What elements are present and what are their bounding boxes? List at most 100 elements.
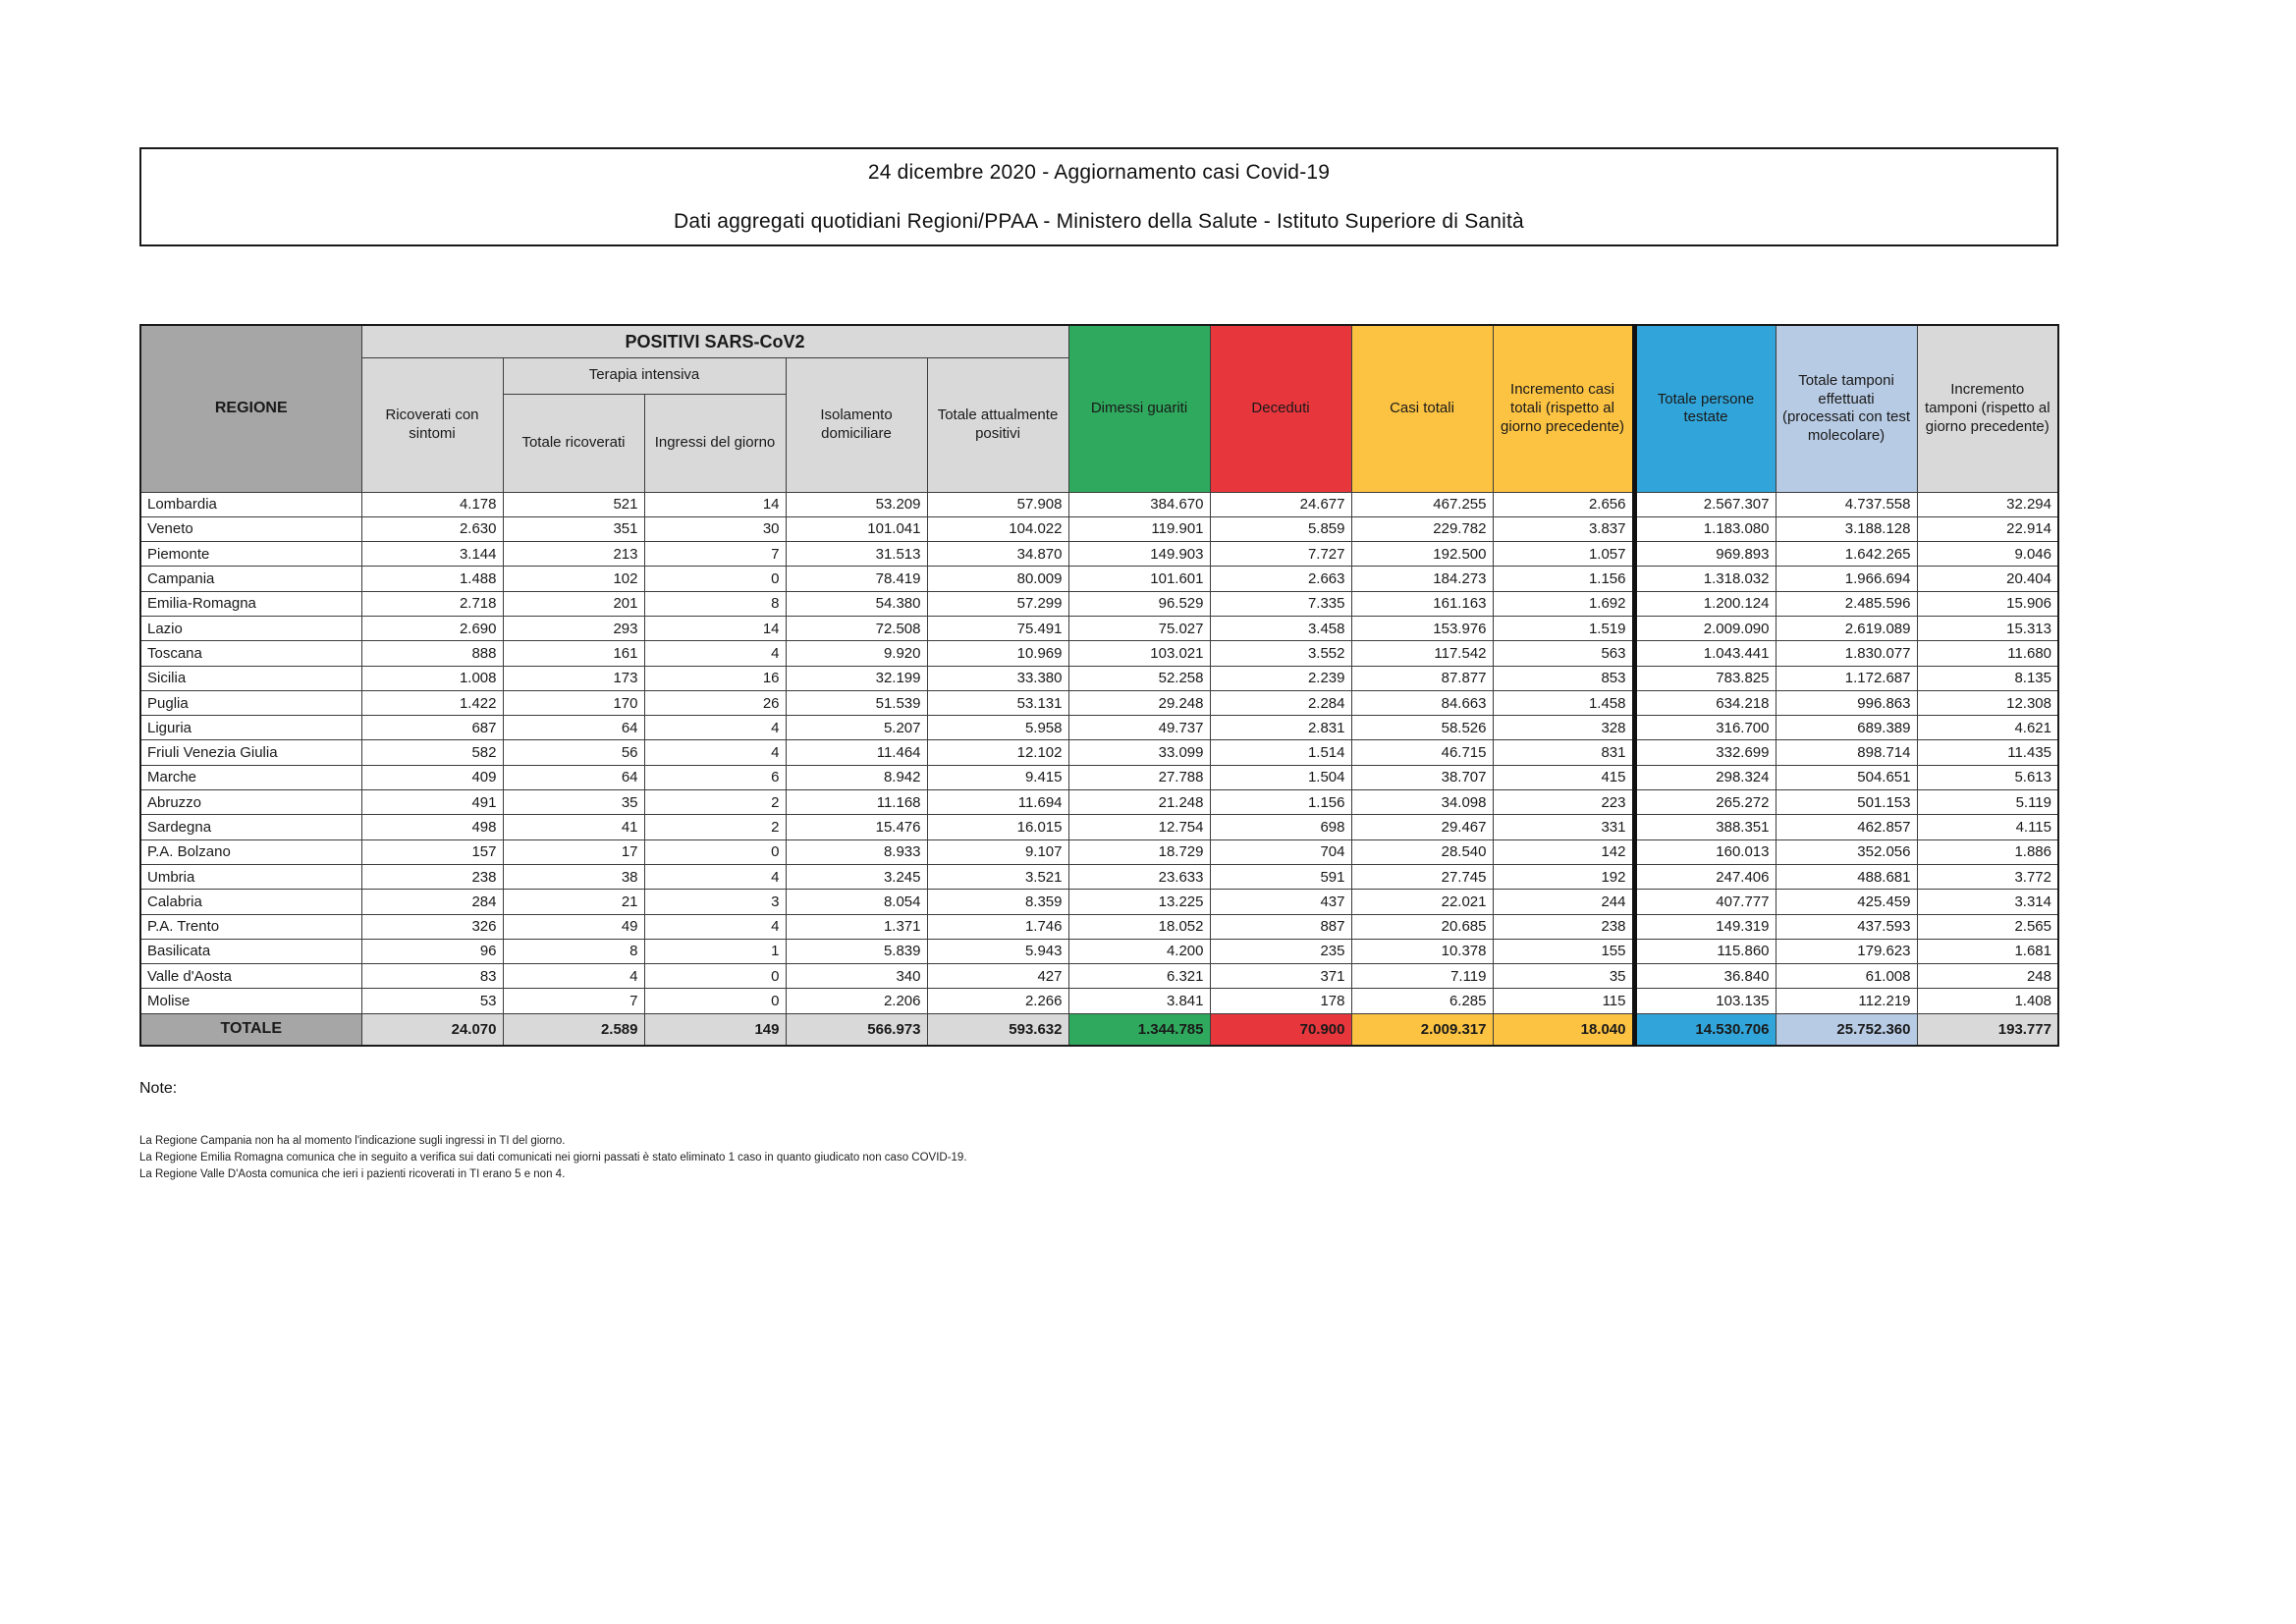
value-cell: 80.009 bbox=[926, 566, 1069, 592]
value-cell: 32.294 bbox=[1916, 491, 2059, 517]
region-name-cell: P.A. Bolzano bbox=[139, 839, 362, 865]
table-row: P.A. Bolzano 157 17 0 8.933 9.107 18.729 704 28.… bbox=[139, 839, 2059, 865]
value-cell: 16 bbox=[643, 665, 787, 691]
value-cell: 6.285 bbox=[1350, 988, 1494, 1014]
value-cell: 14 bbox=[643, 491, 787, 517]
value-cell: 501.153 bbox=[1775, 789, 1918, 816]
value-cell: 8.054 bbox=[785, 889, 928, 915]
value-cell: 1.681 bbox=[1916, 938, 2059, 965]
report-title-date: 24 dicembre 2020 - Aggiornamento casi Co… bbox=[867, 160, 1331, 184]
value-cell: 38.707 bbox=[1350, 764, 1494, 791]
table-row: Valle d'Aosta 83 4 0 340 427 6.321 371 7.119 35 36… bbox=[139, 963, 2059, 990]
value-cell: 22.914 bbox=[1916, 515, 2059, 543]
table-footer: TOTALE 24.070 2.589 149 566.973 593.632 1.344.… bbox=[139, 1012, 2059, 1047]
value-cell: 244 bbox=[1492, 889, 1637, 915]
value-cell: 8 bbox=[643, 590, 787, 617]
value-cell: 49 bbox=[502, 913, 645, 940]
value-cell: 29.248 bbox=[1067, 689, 1211, 717]
value-cell: 3.552 bbox=[1209, 640, 1352, 667]
table-row: Veneto 2.630 351 30 101.041 104.022 119.901 5.8… bbox=[139, 515, 2059, 543]
value-cell: 2.656 bbox=[1492, 491, 1637, 517]
value-cell: 78.419 bbox=[785, 566, 928, 592]
value-cell: 41 bbox=[502, 814, 645, 840]
value-cell: 4.737.558 bbox=[1775, 491, 1918, 517]
value-cell: 56 bbox=[502, 739, 645, 766]
value-cell: 3.521 bbox=[926, 863, 1069, 891]
value-cell: 23.633 bbox=[1067, 863, 1211, 891]
value-cell: 4 bbox=[643, 913, 787, 940]
value-cell: 103.135 bbox=[1633, 988, 1777, 1014]
value-cell: 1.057 bbox=[1492, 541, 1637, 568]
value-cell: 2.239 bbox=[1209, 665, 1352, 691]
value-cell: 9.107 bbox=[926, 839, 1069, 865]
value-cell: 831 bbox=[1492, 739, 1637, 766]
value-cell: 101.041 bbox=[785, 515, 928, 543]
value-cell: 192 bbox=[1492, 863, 1637, 891]
value-cell: 1.458 bbox=[1492, 689, 1637, 717]
value-cell: 1.514 bbox=[1209, 739, 1352, 766]
value-cell: 75.491 bbox=[926, 615, 1069, 642]
value-cell: 32.199 bbox=[785, 665, 928, 691]
value-cell: 8.359 bbox=[926, 889, 1069, 915]
value-cell: 1.519 bbox=[1492, 615, 1637, 642]
value-cell: 265.272 bbox=[1633, 789, 1777, 816]
value-cell: 415 bbox=[1492, 764, 1637, 791]
value-cell: 4.115 bbox=[1916, 814, 2059, 840]
header-incremento-casi: Incremento casi totali (rispetto al gior… bbox=[1492, 324, 1637, 493]
value-cell: 178 bbox=[1209, 988, 1352, 1014]
value-cell: 4 bbox=[502, 963, 645, 990]
value-cell: 103.021 bbox=[1067, 640, 1211, 667]
totale-value-cell: 2.589 bbox=[502, 1012, 645, 1047]
value-cell: 8.942 bbox=[785, 764, 928, 791]
value-cell: 53 bbox=[360, 988, 504, 1014]
region-name-cell: Calabria bbox=[139, 889, 362, 915]
value-cell: 1.504 bbox=[1209, 764, 1352, 791]
value-cell: 2.718 bbox=[360, 590, 504, 617]
value-cell: 2.567.307 bbox=[1633, 491, 1777, 517]
value-cell: 3.837 bbox=[1492, 515, 1637, 543]
value-cell: 161.163 bbox=[1350, 590, 1494, 617]
covid-data-table-wrap: REGIONE POSITIVI SARS-CoV2 Dimessi guari… bbox=[139, 324, 2059, 1048]
value-cell: 192.500 bbox=[1350, 541, 1494, 568]
value-cell: 96 bbox=[360, 938, 504, 965]
table-row: Campania 1.488 102 0 78.419 80.009 101.601 2.66… bbox=[139, 566, 2059, 592]
notes-section: Note: La Regione Campania non ha al mome… bbox=[139, 1080, 2064, 1183]
value-cell: 46.715 bbox=[1350, 739, 1494, 766]
value-cell: 9.920 bbox=[785, 640, 928, 667]
note-line: La Regione Campania non ha al momento l'… bbox=[139, 1135, 566, 1147]
value-cell: 142 bbox=[1492, 839, 1637, 865]
value-cell: 498 bbox=[360, 814, 504, 840]
value-cell: 15.476 bbox=[785, 814, 928, 840]
value-cell: 1.172.687 bbox=[1775, 665, 1918, 691]
value-cell: 30 bbox=[643, 515, 787, 543]
value-cell: 783.825 bbox=[1633, 665, 1777, 691]
value-cell: 3.144 bbox=[360, 541, 504, 568]
totale-value-cell: 2.009.317 bbox=[1350, 1012, 1494, 1047]
header-group-positivi: POSITIVI SARS-CoV2 bbox=[360, 324, 1069, 358]
value-cell: 21.248 bbox=[1067, 789, 1211, 816]
value-cell: 352.056 bbox=[1775, 839, 1918, 865]
value-cell: 87.877 bbox=[1350, 665, 1494, 691]
value-cell: 687 bbox=[360, 715, 504, 741]
value-cell: 316.700 bbox=[1633, 715, 1777, 741]
header-incremento-tamponi: Incremento tamponi (rispetto al giorno p… bbox=[1916, 324, 2059, 493]
value-cell: 1.830.077 bbox=[1775, 640, 1918, 667]
value-cell: 33.380 bbox=[926, 665, 1069, 691]
value-cell: 34.870 bbox=[926, 541, 1069, 568]
header-ricoverati-sintomi: Ricoverati con sintomi bbox=[360, 356, 504, 493]
region-name-cell: Campania bbox=[139, 566, 362, 592]
header-terapia-totale: Totale ricoverati bbox=[502, 393, 645, 493]
value-cell: 996.863 bbox=[1775, 689, 1918, 717]
header-group-terapia-intensiva: Terapia intensiva bbox=[502, 356, 787, 395]
value-cell: 1.966.694 bbox=[1775, 566, 1918, 592]
value-cell: 427 bbox=[926, 963, 1069, 990]
value-cell: 157 bbox=[360, 839, 504, 865]
value-cell: 8.933 bbox=[785, 839, 928, 865]
value-cell: 407.777 bbox=[1633, 889, 1777, 915]
value-cell: 7 bbox=[643, 541, 787, 568]
value-cell: 184.273 bbox=[1350, 566, 1494, 592]
value-cell: 96.529 bbox=[1067, 590, 1211, 617]
value-cell: 53.209 bbox=[785, 491, 928, 517]
value-cell: 1.746 bbox=[926, 913, 1069, 940]
value-cell: 1.422 bbox=[360, 689, 504, 717]
